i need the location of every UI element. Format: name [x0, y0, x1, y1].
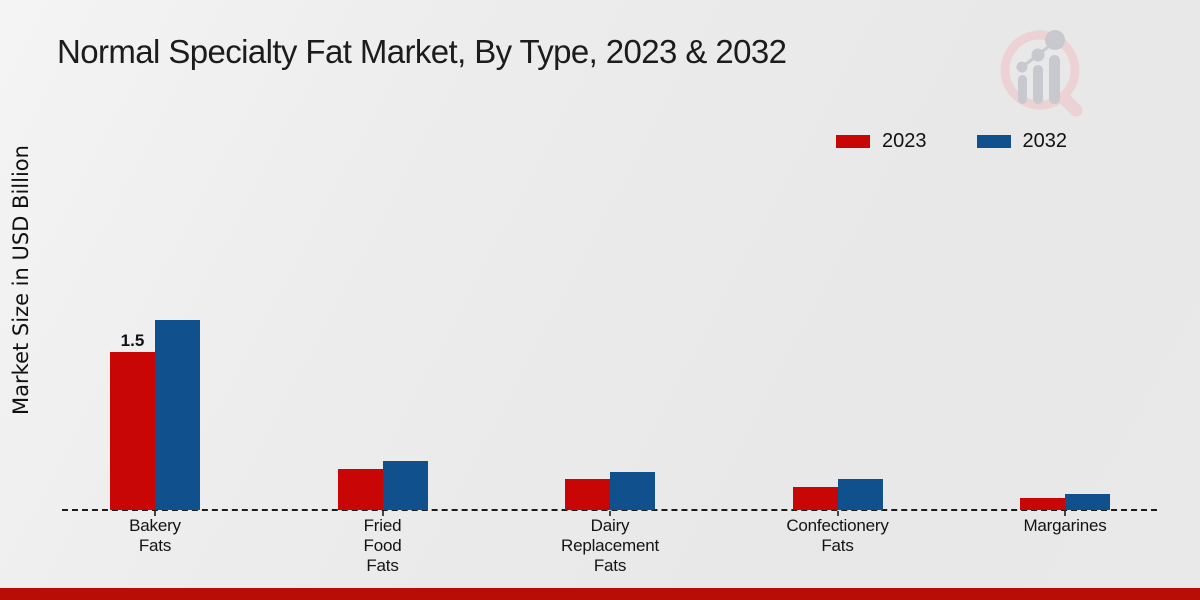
bar-2023-2: [565, 479, 610, 510]
legend-swatch-2023: [836, 135, 870, 148]
bar-2032-4: [1065, 494, 1110, 510]
chart-title: Normal Specialty Fat Market, By Type, 20…: [57, 33, 787, 70]
legend-label-2023: 2023: [882, 130, 927, 152]
x-tick: [381, 511, 384, 516]
bar-2023-0: [110, 352, 155, 510]
legend-item-2032: 2032: [976, 130, 1068, 153]
bar-2032-0: [155, 320, 200, 510]
legend-item-2023: 2023: [836, 130, 927, 153]
x-category-label: Fried Food Fats: [363, 516, 402, 575]
x-category-label: Dairy Replacement Fats: [561, 516, 659, 575]
magnifier-barchart-logo-icon: [1000, 30, 1083, 117]
bar-2032-3: [837, 479, 883, 510]
x-tick: [154, 511, 156, 516]
bar-2023-4: [1020, 498, 1065, 510]
bar-2032-1: [382, 461, 428, 510]
x-tick: [836, 511, 839, 516]
x-category-label: Bakery Fats: [129, 516, 181, 555]
x-axis-baseline: [62, 509, 1157, 511]
legend-swatch-2032: [976, 135, 1011, 148]
x-category-label: Margarines: [1023, 516, 1107, 535]
bar-2032-2: [610, 472, 655, 510]
legend-label-2032: 2032: [1022, 130, 1068, 152]
x-tick: [609, 511, 611, 516]
x-category-label: Confectionery Fats: [786, 516, 889, 555]
bar-2023-1: [337, 469, 383, 510]
legend: 2023 2032: [836, 130, 1067, 153]
x-tick: [1064, 511, 1066, 516]
footer-accent-bar: [0, 588, 1200, 600]
bar-2023-3: [792, 487, 838, 510]
bar-data-label: 1.5: [120, 331, 145, 350]
